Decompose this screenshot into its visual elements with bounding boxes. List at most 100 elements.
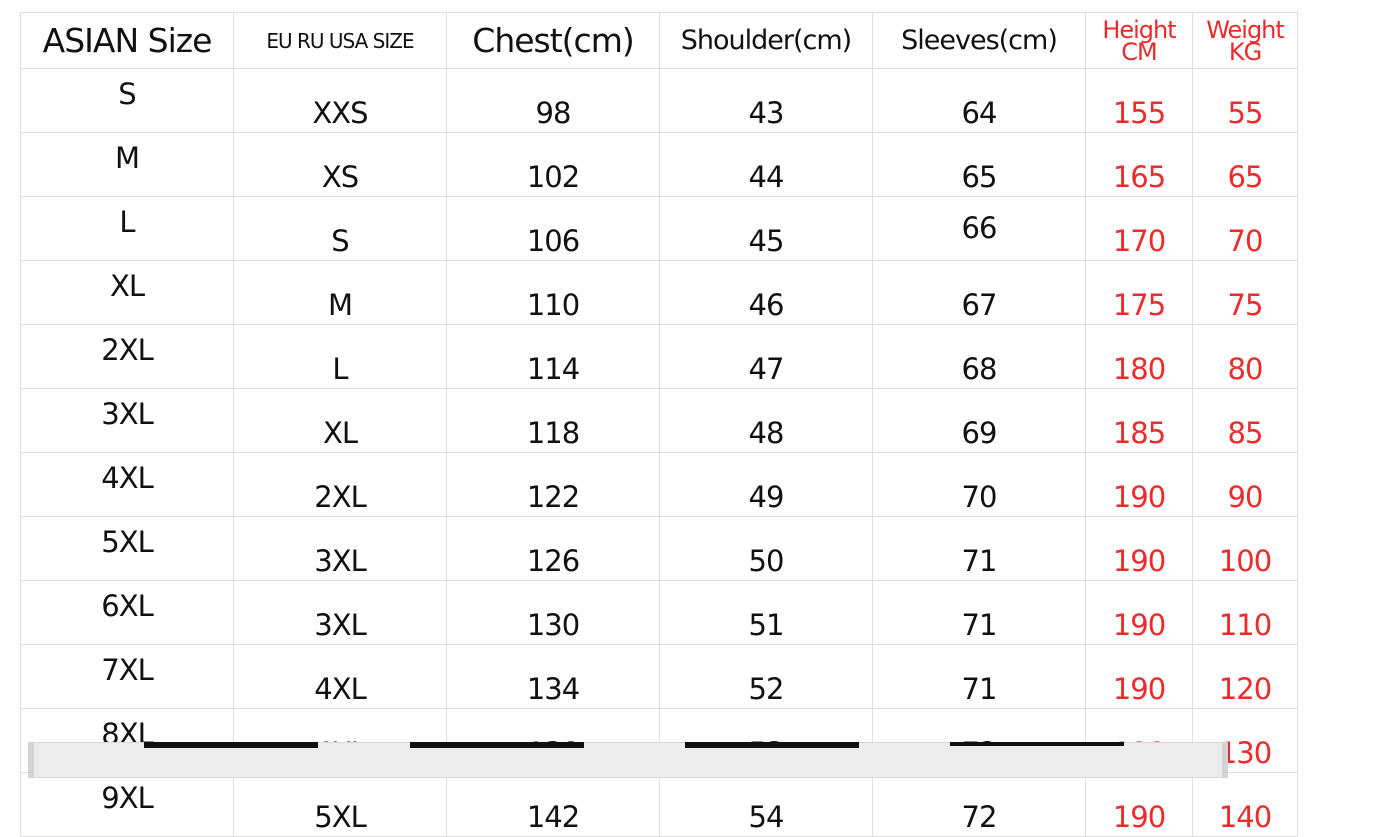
header-shoulder: Shoulder(cm) — [659, 12, 873, 69]
cell-sleeves: 71 — [872, 580, 1086, 645]
cell-sleeves: 71 — [872, 516, 1086, 581]
underline-mark — [144, 742, 318, 748]
cell-weight: 65 — [1192, 132, 1298, 197]
cell-shoulder: 50 — [659, 516, 873, 581]
header-weight: Weight KG — [1192, 12, 1298, 69]
horizontal-scrollbar[interactable] — [28, 742, 1228, 778]
cell-sleeves: 72 — [872, 772, 1086, 837]
cell-eu-ru-usa-size: 5XL — [233, 772, 447, 837]
cell-shoulder: 49 — [659, 452, 873, 517]
cell-weight: 55 — [1192, 68, 1298, 133]
cell-eu-ru-usa-size: XXS — [233, 68, 447, 133]
header-asian-size: ASIAN Size — [20, 12, 234, 69]
cell-sleeves: 66 — [872, 196, 1086, 261]
cell-chest: 122 — [446, 452, 660, 517]
cell-height: 190 — [1085, 772, 1193, 837]
cell-eu-ru-usa-size: L — [233, 324, 447, 389]
cell-chest: 130 — [446, 580, 660, 645]
cell-sleeves: 67 — [872, 260, 1086, 325]
table-row: 9XL 5XL 142 54 72 190 140 — [20, 772, 1298, 837]
cell-chest: 114 — [446, 324, 660, 389]
cell-sleeves: 70 — [872, 452, 1086, 517]
cell-height: 165 — [1085, 132, 1193, 197]
cell-chest: 134 — [446, 644, 660, 709]
cell-asian-size: 9XL — [20, 772, 234, 837]
cell-eu-ru-usa-size: XS — [233, 132, 447, 197]
cell-weight: 80 — [1192, 324, 1298, 389]
cell-asian-size: 5XL — [20, 516, 234, 581]
cell-asian-size: XL — [20, 260, 234, 325]
cell-shoulder: 48 — [659, 388, 873, 453]
cell-sleeves: 64 — [872, 68, 1086, 133]
cell-sleeves: 69 — [872, 388, 1086, 453]
cell-chest: 126 — [446, 516, 660, 581]
cell-weight: 120 — [1192, 644, 1298, 709]
header-row: ASIAN Size EU RU USA SIZE Chest(cm) Shoulde… — [20, 12, 1298, 69]
cell-shoulder: 45 — [659, 196, 873, 261]
cell-height: 155 — [1085, 68, 1193, 133]
cell-eu-ru-usa-size: M — [233, 260, 447, 325]
table-row: 5XL 3XL 126 50 71 190 100 — [20, 516, 1298, 581]
cell-height: 190 — [1085, 580, 1193, 645]
table-row: 7XL 4XL 134 52 71 190 120 — [20, 644, 1298, 709]
table-row: 3XL XL 118 48 69 185 85 — [20, 388, 1298, 453]
cell-eu-ru-usa-size: 3XL — [233, 516, 447, 581]
underline-mark — [685, 742, 859, 748]
cell-asian-size: S — [20, 68, 234, 133]
cell-weight: 85 — [1192, 388, 1298, 453]
cell-asian-size: 7XL — [20, 644, 234, 709]
cell-asian-size: L — [20, 196, 234, 261]
cell-height: 190 — [1085, 644, 1193, 709]
cell-eu-ru-usa-size: 4XL — [233, 644, 447, 709]
header-chest: Chest(cm) — [446, 12, 660, 69]
table-row: 6XL 3XL 130 51 71 190 110 — [20, 580, 1298, 645]
cell-weight: 110 — [1192, 580, 1298, 645]
cell-asian-size: 2XL — [20, 324, 234, 389]
table-row: S XXS 98 43 64 155 55 — [20, 68, 1298, 133]
cell-eu-ru-usa-size: 2XL — [233, 452, 447, 517]
cell-shoulder: 44 — [659, 132, 873, 197]
cell-shoulder: 47 — [659, 324, 873, 389]
table-row: M XS 102 44 65 165 65 — [20, 132, 1298, 197]
cell-height: 185 — [1085, 388, 1193, 453]
cell-eu-ru-usa-size: XL — [233, 388, 447, 453]
cell-height: 175 — [1085, 260, 1193, 325]
cell-chest: 142 — [446, 772, 660, 837]
cell-sleeves: 65 — [872, 132, 1086, 197]
table-row: XL M 110 46 67 175 75 — [20, 260, 1298, 325]
cell-sleeves: 71 — [872, 644, 1086, 709]
cell-eu-ru-usa-size: 3XL — [233, 580, 447, 645]
cell-chest: 106 — [446, 196, 660, 261]
table-row: 4XL 2XL 122 49 70 190 90 — [20, 452, 1298, 517]
cell-shoulder: 52 — [659, 644, 873, 709]
header-sleeves: Sleeves(cm) — [872, 12, 1086, 69]
cell-shoulder: 51 — [659, 580, 873, 645]
size-chart-table: ASIAN Size EU RU USA SIZE Chest(cm) Shoulde… — [20, 12, 1298, 837]
cell-height: 190 — [1085, 516, 1193, 581]
underline-mark — [410, 742, 584, 748]
cell-asian-size: 6XL — [20, 580, 234, 645]
cell-height: 170 — [1085, 196, 1193, 261]
cell-shoulder: 43 — [659, 68, 873, 133]
cell-height: 190 — [1085, 452, 1193, 517]
table-row: 2XL L 114 47 68 180 80 — [20, 324, 1298, 389]
underline-mark — [950, 742, 1124, 746]
cell-weight: 70 — [1192, 196, 1298, 261]
cell-weight: 90 — [1192, 452, 1298, 517]
cell-weight: 100 — [1192, 516, 1298, 581]
header-height: Height CM — [1085, 12, 1193, 69]
table-row: L S 106 45 66 170 70 — [20, 196, 1298, 261]
cell-chest: 110 — [446, 260, 660, 325]
cell-chest: 102 — [446, 132, 660, 197]
header-eu-ru-usa-size: EU RU USA SIZE — [233, 12, 447, 69]
cell-weight: 140 — [1192, 772, 1298, 837]
cell-asian-size: M — [20, 132, 234, 197]
cell-shoulder: 54 — [659, 772, 873, 837]
cell-shoulder: 46 — [659, 260, 873, 325]
cell-eu-ru-usa-size: S — [233, 196, 447, 261]
cell-weight: 75 — [1192, 260, 1298, 325]
cell-sleeves: 68 — [872, 324, 1086, 389]
cell-chest: 118 — [446, 388, 660, 453]
cell-chest: 98 — [446, 68, 660, 133]
cell-height: 180 — [1085, 324, 1193, 389]
